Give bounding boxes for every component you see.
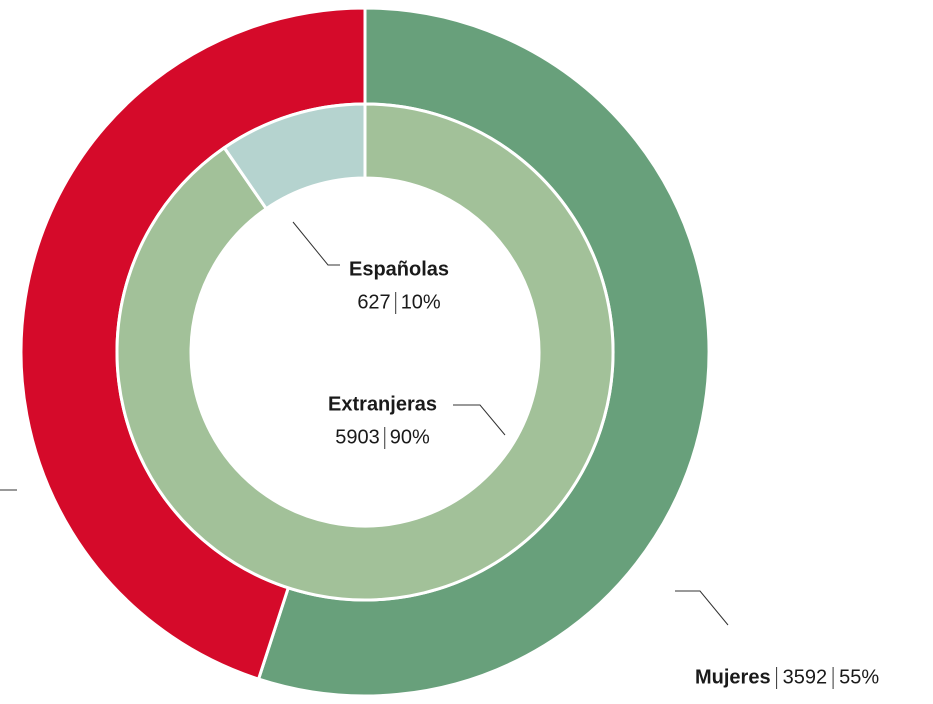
pie-slice [115,102,615,602]
slice-label: Españolas 627 10% [349,258,449,314]
value-label: 3592 [783,666,828,688]
value-label: 627 [357,291,390,313]
pie-slice [222,102,367,211]
percent-label: 10% [401,291,441,313]
leader-line [453,404,506,436]
slice-label: Mujeres 3592 55% [695,666,879,689]
leader-line [675,590,729,626]
leader-line [292,221,340,266]
slice-label: Extranjeras 5903 90% [328,393,437,449]
percent-label: 90% [390,426,430,448]
category-label: Extranjeras [328,393,437,415]
category-label: Mujeres [695,666,771,688]
value-label: 5903 [335,426,380,448]
percent-label: 55% [839,666,879,688]
category-label: Españolas [349,258,449,280]
